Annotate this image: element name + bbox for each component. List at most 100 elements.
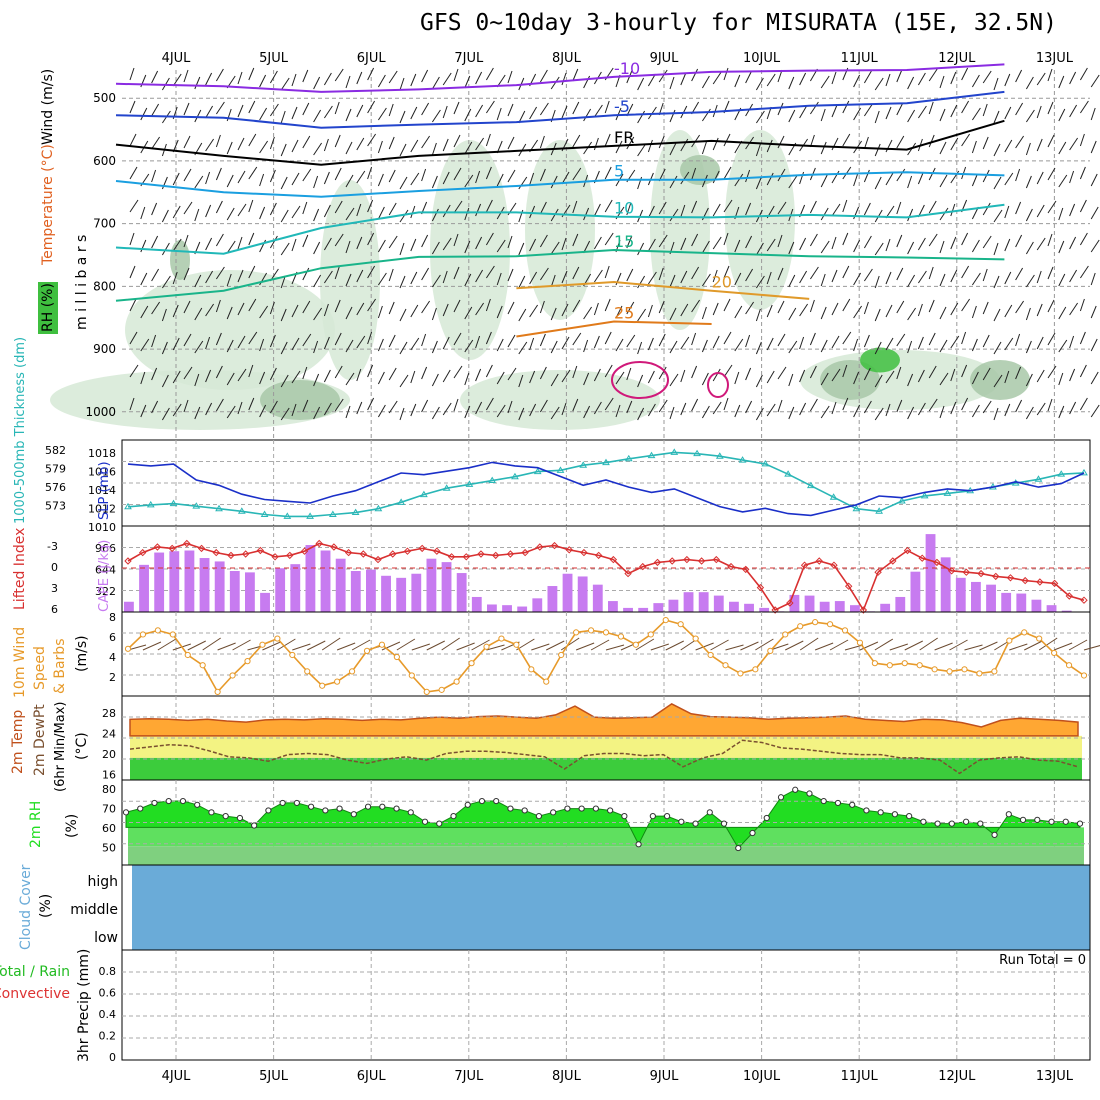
y-tick-label: 800 bbox=[93, 279, 116, 293]
wind-barb bbox=[1036, 138, 1043, 152]
data-point bbox=[856, 639, 864, 646]
data-point bbox=[279, 799, 286, 807]
wind-barb bbox=[140, 272, 148, 286]
wind-barb bbox=[302, 234, 309, 248]
cape-bar bbox=[1001, 592, 1012, 612]
wind-barb bbox=[140, 206, 146, 220]
data-point bbox=[536, 543, 544, 551]
wind-barb bbox=[788, 307, 797, 321]
wind-barb bbox=[421, 234, 429, 248]
wind-barb bbox=[777, 135, 785, 149]
wind-barb bbox=[142, 641, 162, 651]
wind-barb bbox=[194, 307, 203, 321]
wind-barb bbox=[971, 404, 980, 418]
wind-barb bbox=[885, 139, 893, 153]
y-tick-label: 1018 bbox=[88, 447, 116, 460]
cape-bar bbox=[1016, 593, 1027, 612]
wind-barb bbox=[1090, 272, 1096, 286]
wind-barb bbox=[1025, 274, 1035, 288]
wind-barb bbox=[129, 364, 139, 378]
wind-barb bbox=[151, 202, 158, 216]
wind-barb bbox=[388, 169, 396, 183]
wind-barb bbox=[1047, 365, 1057, 379]
data-point bbox=[800, 561, 809, 569]
wind-barb bbox=[539, 69, 548, 83]
y-axis-label: (%) bbox=[38, 894, 54, 918]
wind-barb bbox=[831, 302, 839, 316]
wind-barb bbox=[917, 72, 926, 86]
wind-barb bbox=[1047, 398, 1053, 412]
wind-barb bbox=[950, 203, 956, 217]
wind-barb bbox=[971, 140, 977, 154]
wind-barb bbox=[183, 135, 191, 149]
wind-barb bbox=[529, 403, 537, 417]
wind-barb bbox=[874, 110, 880, 124]
wind-barb bbox=[1036, 336, 1044, 350]
y-tick-label: 6 bbox=[109, 631, 116, 644]
wind-barb bbox=[964, 644, 983, 651]
data-point bbox=[236, 814, 244, 822]
wind-barb bbox=[961, 397, 969, 411]
data-point bbox=[359, 550, 368, 558]
wind-barb bbox=[215, 200, 223, 214]
wind-barb bbox=[367, 331, 373, 345]
data-point bbox=[720, 820, 728, 827]
wind-barb bbox=[323, 138, 329, 152]
wind-barb bbox=[647, 139, 653, 153]
data-point bbox=[393, 653, 400, 661]
wind-barb bbox=[529, 238, 537, 252]
wind-barb bbox=[755, 176, 762, 190]
wind-barb bbox=[550, 175, 558, 189]
wind-barb bbox=[766, 172, 774, 186]
data-point bbox=[1080, 672, 1088, 679]
data-point bbox=[933, 558, 941, 567]
wind-barb bbox=[863, 136, 869, 150]
wind-barb bbox=[831, 104, 838, 118]
wind-barb bbox=[788, 274, 796, 288]
temperature-contour bbox=[611, 361, 669, 399]
wind-barb bbox=[755, 638, 774, 651]
data-point bbox=[227, 551, 235, 560]
wind-barb bbox=[691, 167, 697, 181]
wind-barb bbox=[814, 642, 834, 651]
wind-barb bbox=[345, 405, 351, 419]
cape-bar bbox=[290, 564, 301, 612]
wind-barb bbox=[982, 70, 992, 84]
wind-barb bbox=[442, 171, 450, 185]
wind-barb bbox=[1090, 74, 1100, 88]
wind-barb bbox=[842, 364, 848, 378]
wind-barb bbox=[669, 340, 678, 354]
wind-barb bbox=[442, 402, 452, 416]
x-tick-label-top: 13JUL bbox=[1036, 51, 1074, 66]
wind-barb bbox=[356, 368, 362, 382]
wind-barb bbox=[410, 205, 416, 219]
wind-barb bbox=[701, 273, 711, 287]
wind-barb bbox=[1004, 106, 1012, 120]
temperature-contour bbox=[115, 63, 1005, 93]
cape-bar bbox=[683, 592, 694, 612]
data-point bbox=[433, 547, 441, 555]
data-point bbox=[408, 672, 415, 679]
wind-barb bbox=[572, 299, 581, 313]
data-point bbox=[761, 459, 770, 467]
wind-barb bbox=[388, 103, 394, 117]
cape-bar bbox=[381, 575, 391, 612]
data-point bbox=[580, 548, 588, 557]
wind-barb bbox=[194, 175, 204, 189]
data-point bbox=[653, 558, 662, 567]
wind-barb bbox=[1069, 236, 1077, 250]
wind-barb bbox=[766, 304, 773, 318]
wind-barb bbox=[1058, 372, 1064, 386]
wind-barb bbox=[896, 399, 903, 413]
wind-barb bbox=[1009, 643, 1028, 651]
wind-barb bbox=[842, 133, 851, 147]
wind-barb bbox=[1036, 72, 1046, 86]
wind-barb bbox=[399, 341, 408, 355]
wind-barb bbox=[302, 333, 312, 347]
wind-barb bbox=[961, 364, 968, 378]
wind-barb bbox=[151, 169, 157, 183]
wind-barb bbox=[248, 265, 256, 279]
wind-barb bbox=[637, 308, 647, 322]
data-point bbox=[863, 807, 870, 814]
wind-barb bbox=[485, 265, 495, 279]
